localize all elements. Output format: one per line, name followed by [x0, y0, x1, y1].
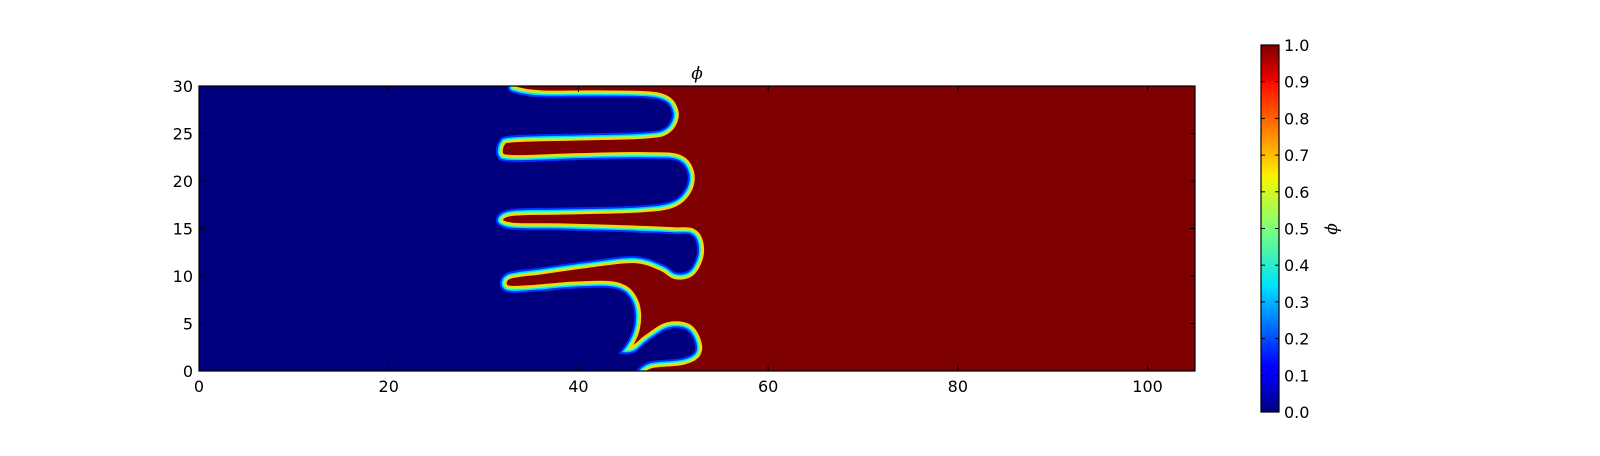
- x-tick-label: 60: [758, 377, 778, 396]
- colorbar-tick-label: 1.0: [1284, 36, 1309, 55]
- x-tick-label: 40: [568, 377, 588, 396]
- colorbar-tick-label: 0.1: [1284, 366, 1309, 385]
- colorbar-tick-label: 0.9: [1284, 73, 1309, 92]
- y-tick-label: 20: [173, 172, 193, 191]
- x-tick-label: 100: [1132, 377, 1163, 396]
- y-tick-label: 10: [173, 267, 193, 286]
- x-axis: 0 20 40 60 80 100: [194, 86, 1163, 396]
- heatmap-plot: [199, 86, 1195, 371]
- colorbar-ticks: 0.0 0.1 0.2 0.3 0.4 0.5 0.6 0.7 0.8 0.9 1.0: [1261, 36, 1309, 422]
- colorbar-tick-label: 0.5: [1284, 220, 1309, 239]
- y-tick-label: 30: [173, 77, 193, 96]
- plot-title: ϕ: [691, 64, 703, 84]
- y-tick-label: 0: [183, 362, 193, 381]
- x-tick-label: 0: [194, 377, 204, 396]
- x-tick-label: 20: [379, 377, 399, 396]
- y-axis: 0 5 10 15 20 25 30: [173, 77, 1195, 381]
- x-tick-label: 80: [948, 377, 968, 396]
- colorbar-tick-label: 0.6: [1284, 183, 1309, 202]
- colorbar-gradient: [1261, 45, 1279, 412]
- colorbar-label: ϕ: [1323, 223, 1343, 235]
- colorbar-tick-label: 0.4: [1284, 256, 1309, 275]
- y-tick-label: 15: [173, 220, 193, 239]
- colorbar-tick-label: 0.2: [1284, 330, 1309, 349]
- colorbar-tick-label: 0.7: [1284, 146, 1309, 165]
- colorbar: 0.0 0.1 0.2 0.3 0.4 0.5 0.6 0.7 0.8 0.9 1.0 ϕ: [1260, 36, 1343, 422]
- y-tick-label: 25: [173, 125, 193, 144]
- y-tick-label: 5: [183, 315, 193, 334]
- colorbar-tick-label: 0.0: [1284, 403, 1309, 422]
- colorbar-tick-label: 0.8: [1284, 109, 1309, 128]
- colorbar-tick-label: 0.3: [1284, 293, 1309, 312]
- heatmap-low-region: [199, 86, 698, 371]
